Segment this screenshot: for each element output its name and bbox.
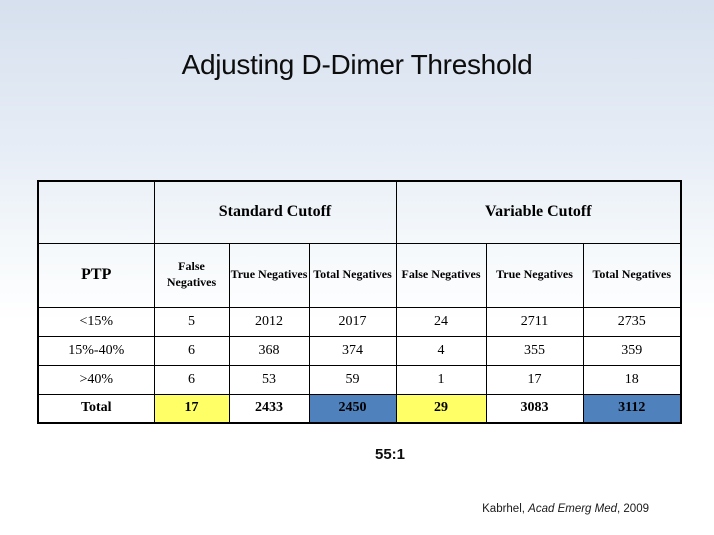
row-label: <15% [37, 306, 155, 337]
table-cell: 6 [153, 335, 230, 366]
table-cell: 1 [395, 364, 487, 395]
group-header-standard: Standard Cutoff [153, 180, 397, 244]
citation-year: , 2009 [617, 503, 649, 515]
table-cell: 24 [395, 306, 487, 337]
ratio-label: 55:1 [374, 446, 406, 463]
results-table: Standard Cutoff Variable Cutoff PTP Fals… [37, 180, 683, 424]
corner-cell [37, 180, 155, 244]
group-header-row: Standard Cutoff Variable Cutoff [37, 180, 682, 244]
row-label: 15%-40% [37, 335, 155, 366]
table-cell: 368 [228, 335, 310, 366]
citation-author: Kabrhel, [482, 503, 529, 515]
table-cell: 374 [308, 335, 397, 366]
table-cell: 2012 [228, 306, 310, 337]
table-row-15-40: 15%-40% 6 368 374 4 355 359 [37, 335, 682, 366]
col-header-true-neg-standard: True Negatives [228, 242, 310, 308]
col-header-false-neg-standard: False Negatives [153, 242, 230, 308]
table-cell: 2711 [485, 306, 584, 337]
table-cell: 359 [582, 335, 682, 366]
row-label: >40% [37, 364, 155, 395]
row-label: Total [37, 393, 155, 424]
table-cell-highlight-blue: 2450 [308, 393, 397, 424]
table-cell-highlight-blue: 3112 [582, 393, 682, 424]
table-cell-highlight-yellow: 17 [153, 393, 230, 424]
col-header-ptp: PTP [37, 242, 155, 308]
table-cell: 4 [395, 335, 487, 366]
table-row-gt40: >40% 6 53 59 1 17 18 [37, 364, 682, 395]
table-cell: 53 [228, 364, 310, 395]
table-row-lt15: <15% 5 2012 2017 24 2711 2735 [37, 306, 682, 337]
col-header-total-neg-variable: Total Negatives [582, 242, 682, 308]
table-cell: 18 [582, 364, 682, 395]
table-cell: 6 [153, 364, 230, 395]
column-header-row: PTP False Negatives True Negatives Total… [37, 242, 682, 308]
col-header-true-neg-variable: True Negatives [485, 242, 584, 308]
table-cell: 2735 [582, 306, 682, 337]
table-cell: 2017 [308, 306, 397, 337]
table-cell: 59 [308, 364, 397, 395]
table-cell-highlight-yellow: 29 [395, 393, 487, 424]
citation: Kabrhel, Acad Emerg Med, 2009 [0, 503, 649, 515]
citation-journal: Acad Emerg Med [528, 503, 618, 515]
table-cell: 5 [153, 306, 230, 337]
col-header-total-neg-standard: Total Negatives [308, 242, 397, 308]
table-cell: 3083 [485, 393, 584, 424]
table-cell: 355 [485, 335, 584, 366]
table-row-total: Total 17 2433 2450 29 3083 3112 [37, 393, 682, 424]
group-header-variable: Variable Cutoff [395, 180, 682, 244]
table-cell: 2433 [228, 393, 310, 424]
slide-title: Adjusting D-Dimer Threshold [181, 49, 533, 80]
col-header-false-neg-variable: False Negatives [395, 242, 487, 308]
table-cell: 17 [485, 364, 584, 395]
